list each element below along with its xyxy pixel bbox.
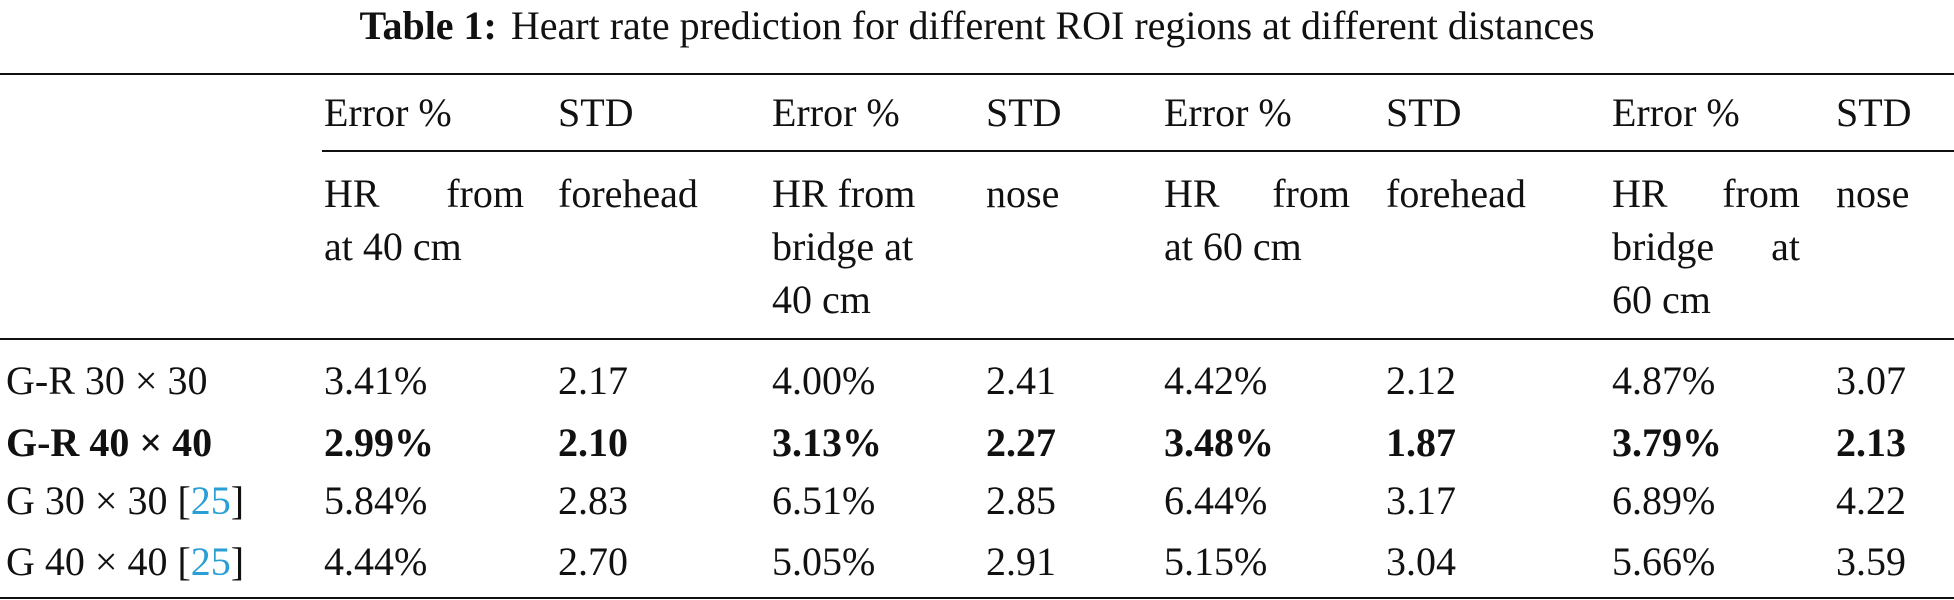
header-std-4: STD: [1836, 90, 1912, 135]
table-cell: 5.84%: [324, 478, 428, 523]
header-hr-nose-60: HR from bridge at 60 cm: [1612, 171, 1800, 322]
table-cell: 6.51%: [772, 478, 876, 523]
table-cell: 2.70: [558, 539, 628, 584]
body-rule: [0, 338, 1954, 340]
header-std-2: STD: [986, 90, 1062, 135]
row-label: G-R 30 × 30: [6, 358, 208, 403]
table-cell: 3.59: [1836, 539, 1906, 584]
table-cell: 5.05%: [772, 539, 876, 584]
row-label: G 30 × 30 [25]: [6, 478, 245, 523]
table-cell: 3.48%: [1164, 420, 1274, 465]
table-cell: 4.44%: [324, 539, 428, 584]
top-rule: [0, 73, 1954, 75]
table-cell: 2.85: [986, 478, 1056, 523]
caption-label: Table 1:: [359, 3, 497, 48]
table-cell: 3.41%: [324, 358, 428, 403]
table-cell: 4.00%: [772, 358, 876, 403]
table-cell: 2.99%: [324, 420, 434, 465]
header-forehead-40: forehead: [558, 171, 698, 216]
table-cell: 6.44%: [1164, 478, 1268, 523]
citation-link[interactable]: 25: [190, 539, 231, 584]
table-caption: Table 1: Heart rate prediction for differ…: [0, 2, 1954, 50]
header-rule: [322, 150, 1954, 152]
header-hr-forehead-40: HR from at 40 cm: [324, 171, 524, 269]
table-cell: 5.15%: [1164, 539, 1268, 584]
header-hr-nose-40: HR from bridge at 40 cm: [772, 171, 916, 322]
citation-link[interactable]: 25: [190, 478, 231, 523]
table-cell: 2.91: [986, 539, 1056, 584]
header-hr-forehead-60: HR from at 60 cm: [1164, 171, 1350, 269]
table-cell: 2.41: [986, 358, 1056, 403]
table-cell: 2.83: [558, 478, 628, 523]
bottom-rule: [0, 597, 1954, 599]
header-error-1: Error %: [324, 90, 452, 135]
row-label: G 40 × 40 [25]: [6, 539, 245, 584]
table-cell: 3.04: [1386, 539, 1456, 584]
table-cell: 6.89%: [1612, 478, 1716, 523]
table-cell: 4.22: [1836, 478, 1906, 523]
table-cell: 2.17: [558, 358, 628, 403]
table-cell: 3.13%: [772, 420, 882, 465]
caption-text: Heart rate prediction for different ROI …: [510, 3, 1595, 48]
table-cell: 2.13: [1836, 420, 1906, 465]
header-nose-60: nose: [1836, 171, 1910, 216]
header-error-2: Error %: [772, 90, 900, 135]
header-error-4: Error %: [1612, 90, 1740, 135]
header-std-1: STD: [558, 90, 634, 135]
table-cell: 3.17: [1386, 478, 1456, 523]
table-cell: 2.10: [558, 420, 628, 465]
row-label: G-R 40 × 40: [6, 420, 213, 465]
header-std-3: STD: [1386, 90, 1462, 135]
table-cell: 3.79%: [1612, 420, 1722, 465]
header-nose-40: nose: [986, 171, 1060, 216]
table-cell: 5.66%: [1612, 539, 1716, 584]
table-cell: 2.12: [1386, 358, 1456, 403]
header-forehead-60: forehead: [1386, 171, 1526, 216]
table-cell: 4.87%: [1612, 358, 1716, 403]
table-cell: 4.42%: [1164, 358, 1268, 403]
header-error-3: Error %: [1164, 90, 1292, 135]
table-cell: 2.27: [986, 420, 1056, 465]
table-cell: 1.87: [1386, 420, 1456, 465]
table-cell: 3.07: [1836, 358, 1906, 403]
